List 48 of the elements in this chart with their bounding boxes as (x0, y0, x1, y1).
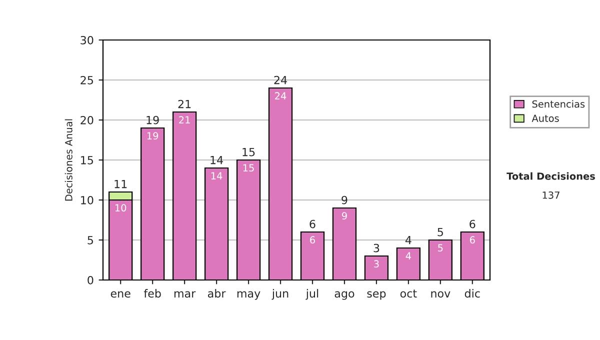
y-axis-title: Decisiones Anual (64, 119, 72, 201)
y-tick-label: 30 (80, 36, 94, 44)
total-label: 14 (210, 156, 223, 164)
x-tick-label: nov (431, 291, 450, 298)
total-label: 21 (178, 100, 191, 108)
data-label: 10 (115, 204, 126, 212)
x-tick-label: abr (208, 289, 226, 298)
x-tick-label: jul (306, 289, 318, 300)
y-tick-label: 0 (88, 276, 94, 284)
total-label: 3 (374, 244, 380, 252)
y-tick-label: 10 (81, 196, 94, 204)
data-label: 5 (438, 244, 443, 252)
x-tick-label: oct (400, 290, 417, 298)
total-label: 6 (470, 220, 476, 228)
data-label: 24 (275, 92, 286, 100)
x-tick-label: mar (174, 291, 196, 298)
y-tick-label: 20 (80, 116, 94, 124)
x-tick-label: ago (334, 291, 354, 300)
y-tick-label: 15 (81, 156, 93, 164)
total-label: 15 (242, 148, 255, 156)
data-label: 6 (310, 236, 315, 244)
data-label: 9 (342, 212, 347, 220)
total-label: 9 (342, 196, 348, 204)
data-label: 3 (374, 260, 379, 268)
total-label: 19 (146, 116, 159, 124)
data-label: 21 (179, 116, 190, 124)
x-tick-label: may (237, 291, 260, 300)
y-tick-label: 25 (80, 76, 93, 84)
x-tick-label: ene (110, 291, 130, 298)
data-label: 14 (211, 172, 222, 180)
y-tick-label: 5 (88, 236, 93, 244)
x-tick-label: sep (367, 291, 386, 300)
total-label: 24 (274, 76, 287, 84)
x-tick-label: feb (144, 289, 161, 298)
x-tick-label: dic (464, 289, 480, 298)
text: Total Decisiones (506, 172, 595, 180)
total-label: 6 (310, 220, 316, 228)
legend-label: Autos (532, 114, 559, 122)
text: 137 (542, 191, 560, 199)
x-tick-label: jun (272, 289, 288, 300)
total-label: 5 (438, 228, 443, 236)
data-label: 6 (470, 236, 475, 244)
legend-label: Sentencias (532, 100, 585, 108)
data-label: 19 (147, 132, 158, 140)
data-label: 15 (243, 164, 254, 172)
data-label: 4 (406, 252, 411, 260)
total-label: 4 (405, 236, 412, 244)
total-label: 11 (114, 180, 127, 188)
